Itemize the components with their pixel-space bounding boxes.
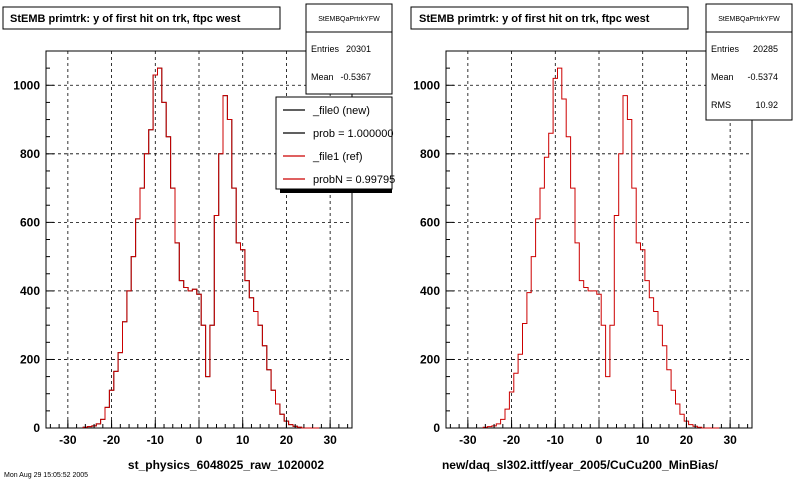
right-axes: -30 -20 -10 0 10 20 30 0 200 400 600 800 1000 [413,67,749,447]
right-stats-name: StEMBQaPrtrkYFW [718,16,780,23]
right-xlabel: new/daq_sl302.ittf/year_2005/CuCu200_Min… [442,458,719,472]
y-tick-label: 600 [20,215,40,229]
right-plot-panel: -30 -20 -10 0 10 20 30 0 200 400 600 800 1000 StEMB … [410,3,793,472]
y-tick-label: 1000 [413,78,440,92]
right-histograms [482,67,720,429]
right-stats-entries-label: Entries [711,44,740,54]
footer-timestamp: Mon Aug 29 15:05:52 2005 [4,472,88,479]
legend-label-ref: _file1 (ref) [312,151,363,163]
x-tick-label: -30 [459,433,477,447]
left-xlabel: st_physics_6048025_raw_1020002 [128,458,324,472]
left-stats-name: StEMBQaPrtrkYFW [318,16,380,23]
right-stats-box [705,3,793,121]
y-tick-label: 1000 [13,78,40,92]
y-tick-label: 0 [433,421,440,435]
left-title: StEMB primtrk: y of first hit on trk, ft… [10,13,241,25]
left-stats-mean-label: Mean [311,72,334,82]
y-tick-label: 800 [420,147,440,161]
right-grid [446,51,752,428]
x-tick-label: 0 [196,433,203,447]
x-tick-label: 30 [723,433,737,447]
right-title: StEMB primtrk: y of first hit on trk, ft… [419,13,650,25]
y-tick-label: 200 [20,352,40,366]
x-tick-label: -20 [103,433,121,447]
left-axes: -30 -20 -10 0 10 20 30 0 200 400 600 800 1000 [13,67,349,447]
right-stats-rms-value: 10.92 [755,100,778,110]
y-tick-label: 600 [420,215,440,229]
left-title-box [2,6,281,30]
left-stats-entries-value: 20301 [346,44,371,54]
legend-label-prob: prob = 1.000000 [313,128,393,140]
left-stats-box [305,3,393,95]
x-tick-label: -20 [503,433,521,447]
right-stats-mean-value: -0.5374 [747,72,778,82]
legend-label-probn: probN = 0.99795 [313,174,395,186]
right-stats-entries-value: 20285 [753,44,778,54]
left-histograms [82,67,320,429]
left-stats-mean-value: -0.5367 [340,72,371,82]
x-tick-label: -10 [147,433,165,447]
histogram-series-a [482,67,720,429]
y-tick-label: 400 [420,284,440,298]
x-tick-label: -10 [547,433,565,447]
x-tick-label: -30 [59,433,77,447]
y-tick-label: 0 [33,421,40,435]
left-legend: _file0 (new) prob = 1.000000 _file1 (ref… [275,96,395,193]
right-stats-rms-label: RMS [711,100,731,110]
x-tick-label: 20 [680,433,694,447]
left-stats-entries-label: Entries [311,44,340,54]
y-tick-label: 800 [20,147,40,161]
x-tick-label: 0 [596,433,603,447]
legend-label-new: _file0 (new) [312,105,370,117]
x-tick-label: 20 [280,433,294,447]
y-tick-label: 400 [20,284,40,298]
left-plot-panel: -30 -20 -10 0 10 20 30 0 200 400 600 800 1000 StEMB … [2,3,395,472]
histogram-series-b [82,67,320,429]
x-tick-label: 10 [236,433,250,447]
y-tick-label: 200 [420,352,440,366]
x-tick-label: 10 [636,433,650,447]
left-grid [46,51,352,428]
right-title-box [410,6,689,30]
left-legend-box [275,96,393,190]
right-stats-mean-label: Mean [711,72,734,82]
x-tick-label: 30 [323,433,337,447]
